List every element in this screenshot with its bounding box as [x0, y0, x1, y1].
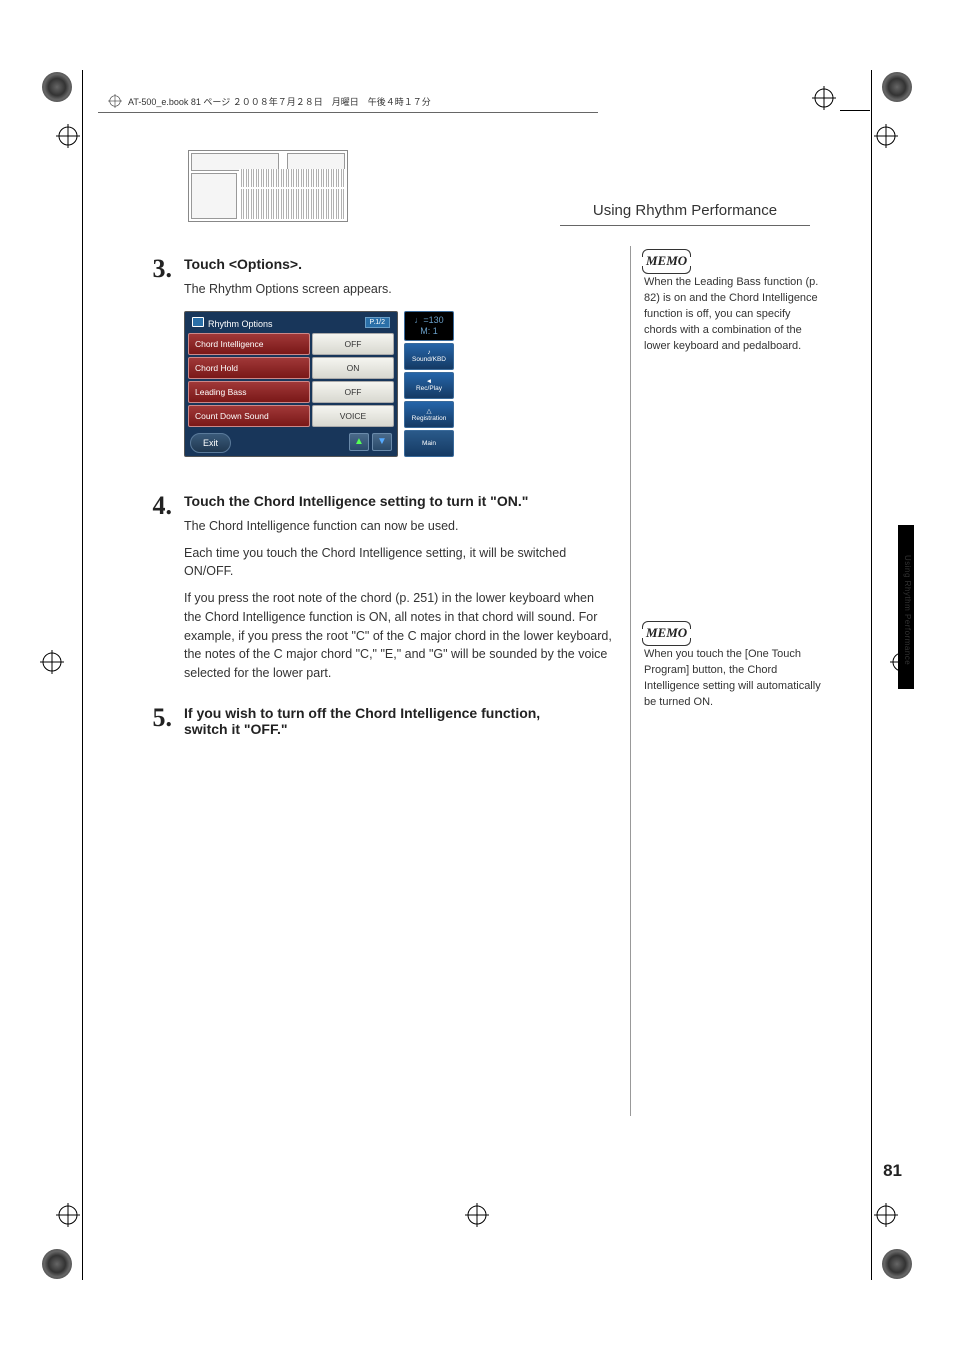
- reg-mark-bc: [465, 1203, 489, 1227]
- page-number: 81: [883, 1161, 902, 1181]
- memo-1: MEMO When the Leading Bass function (p. …: [644, 252, 824, 355]
- rs-row-2-value[interactable]: OFF: [312, 381, 394, 403]
- section-title: Using Rhythm Performance: [560, 202, 810, 226]
- side-tab-text: Using Rhythm Performance: [903, 555, 912, 665]
- header-filename: AT-500_e.book 81 ページ ２００８年７月２８日 月曜日 午後４時…: [128, 95, 431, 108]
- rs-arrow-down[interactable]: ▼: [372, 433, 392, 451]
- print-corner-bl: [42, 1249, 72, 1279]
- step-3-text: The Rhythm Options screen appears.: [184, 280, 614, 299]
- margin-left: [82, 70, 83, 1280]
- reg-mark-br: [874, 1203, 898, 1227]
- step-5-title: If you wish to turn off the Chord Intell…: [184, 705, 584, 737]
- rs-exit-button[interactable]: Exit: [190, 433, 231, 453]
- rhythm-options-screen: Rhythm Options P.1/2 Chord Intelligence …: [184, 311, 454, 457]
- rs-side-reg[interactable]: △ Registration: [404, 401, 454, 428]
- rs-row-2-label[interactable]: Leading Bass: [188, 381, 310, 403]
- memo-2-text: When you touch the [One Touch Program] b…: [644, 647, 824, 711]
- header-underline: [98, 112, 598, 113]
- rs-row-1-value[interactable]: ON: [312, 357, 394, 379]
- rs-tempo-bpm: ♩=130: [407, 315, 451, 326]
- rs-title: Rhythm Options: [208, 319, 273, 329]
- keyboard-illustration: [188, 150, 348, 222]
- reg-mark-bl: [56, 1203, 80, 1227]
- rs-row-3-value[interactable]: VOICE: [312, 405, 394, 427]
- memo-1-text: When the Leading Bass function (p. 82) i…: [644, 275, 824, 355]
- rhythm-icon: [192, 317, 204, 327]
- step-num-5: 5.: [130, 705, 184, 745]
- print-corner-tr: [882, 72, 912, 102]
- reg-mark-tl: [56, 124, 80, 148]
- step-num-4: 4.: [130, 493, 184, 691]
- step-num-3: 3.: [130, 256, 184, 457]
- print-header: AT-500_e.book 81 ページ ２００８年７月２８日 月曜日 午後４時…: [108, 94, 431, 108]
- rs-tempo: ♩=130 M: 1: [404, 311, 454, 341]
- reg-mark-ml: [40, 650, 64, 674]
- rs-tempo-m: M: 1: [407, 326, 451, 337]
- memo-1-label: MEMO: [644, 252, 689, 271]
- rs-main-button[interactable]: Main: [404, 430, 454, 457]
- rs-arrow-up[interactable]: ▲: [349, 433, 369, 451]
- reg-mark-tr: [874, 124, 898, 148]
- step-4-text2: Each time you touch the Chord Intelligen…: [184, 544, 614, 582]
- rs-row-0-value[interactable]: OFF: [312, 333, 394, 355]
- rs-side-sound[interactable]: ♪ Sound/KBD: [404, 343, 454, 370]
- print-corner-tl: [42, 72, 72, 102]
- rs-row-1-label[interactable]: Chord Hold: [188, 357, 310, 379]
- step-4-text3: If you press the root note of the chord …: [184, 589, 614, 683]
- rs-page: P.1/2: [365, 317, 390, 328]
- rs-side-rec[interactable]: ◄ Rec/Play: [404, 372, 454, 399]
- step-4-title: Touch the Chord Intelligence setting to …: [184, 493, 830, 509]
- memo-2-label: MEMO: [644, 624, 689, 643]
- reg-mark-tr2: [812, 86, 836, 110]
- rs-row-3-label[interactable]: Count Down Sound: [188, 405, 310, 427]
- memo-2: MEMO When you touch the [One Touch Progr…: [644, 624, 824, 711]
- step-4-text1: The Chord Intelligence function can now …: [184, 517, 614, 536]
- margin-right: [871, 70, 872, 1280]
- column-divider: [630, 246, 631, 1116]
- margin-top: [840, 110, 870, 111]
- rs-row-0-label[interactable]: Chord Intelligence: [188, 333, 310, 355]
- print-corner-br: [882, 1249, 912, 1279]
